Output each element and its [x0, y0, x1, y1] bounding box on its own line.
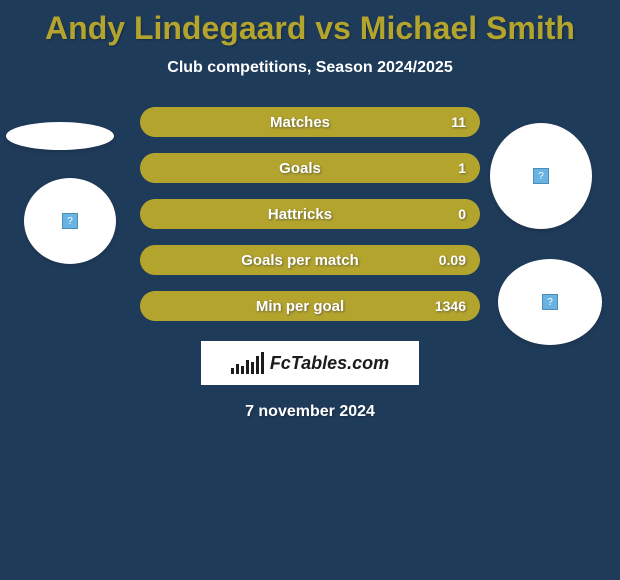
stats-table: Matches11 Goals1 Hattricks0 Goals per match… [140, 107, 480, 321]
stat-label: Min per goal [140, 298, 430, 315]
stat-row: Matches11 [140, 107, 480, 137]
avatar-placeholder: ? [24, 178, 116, 264]
stat-label: Matches [140, 114, 430, 131]
stat-value: 11 [430, 114, 480, 130]
avatar-placeholder: ? [490, 123, 592, 229]
stat-label: Goals [140, 160, 430, 177]
logo-text: FcTables.com [270, 353, 389, 374]
stat-row: Goals per match0.09 [140, 245, 480, 275]
stat-value: 0.09 [430, 252, 480, 268]
stat-row: Goals1 [140, 153, 480, 183]
stat-row: Min per goal1346 [140, 291, 480, 321]
stat-label: Goals per match [140, 252, 430, 269]
stat-label: Hattricks [140, 206, 430, 223]
stat-value: 1 [430, 160, 480, 176]
avatar-placeholder [6, 122, 114, 150]
logo-bars-icon [231, 352, 264, 374]
image-placeholder-icon: ? [542, 294, 558, 310]
stat-value: 0 [430, 206, 480, 222]
subtitle: Club competitions, Season 2024/2025 [0, 59, 620, 77]
image-placeholder-icon: ? [62, 213, 78, 229]
footer-date: 7 november 2024 [0, 403, 620, 421]
stat-value: 1346 [430, 298, 480, 314]
page-title: Andy Lindegaard vs Michael Smith [0, 0, 620, 47]
stat-row: Hattricks0 [140, 199, 480, 229]
fctables-logo: FcTables.com [201, 341, 419, 385]
avatar-placeholder: ? [498, 259, 602, 345]
image-placeholder-icon: ? [533, 168, 549, 184]
